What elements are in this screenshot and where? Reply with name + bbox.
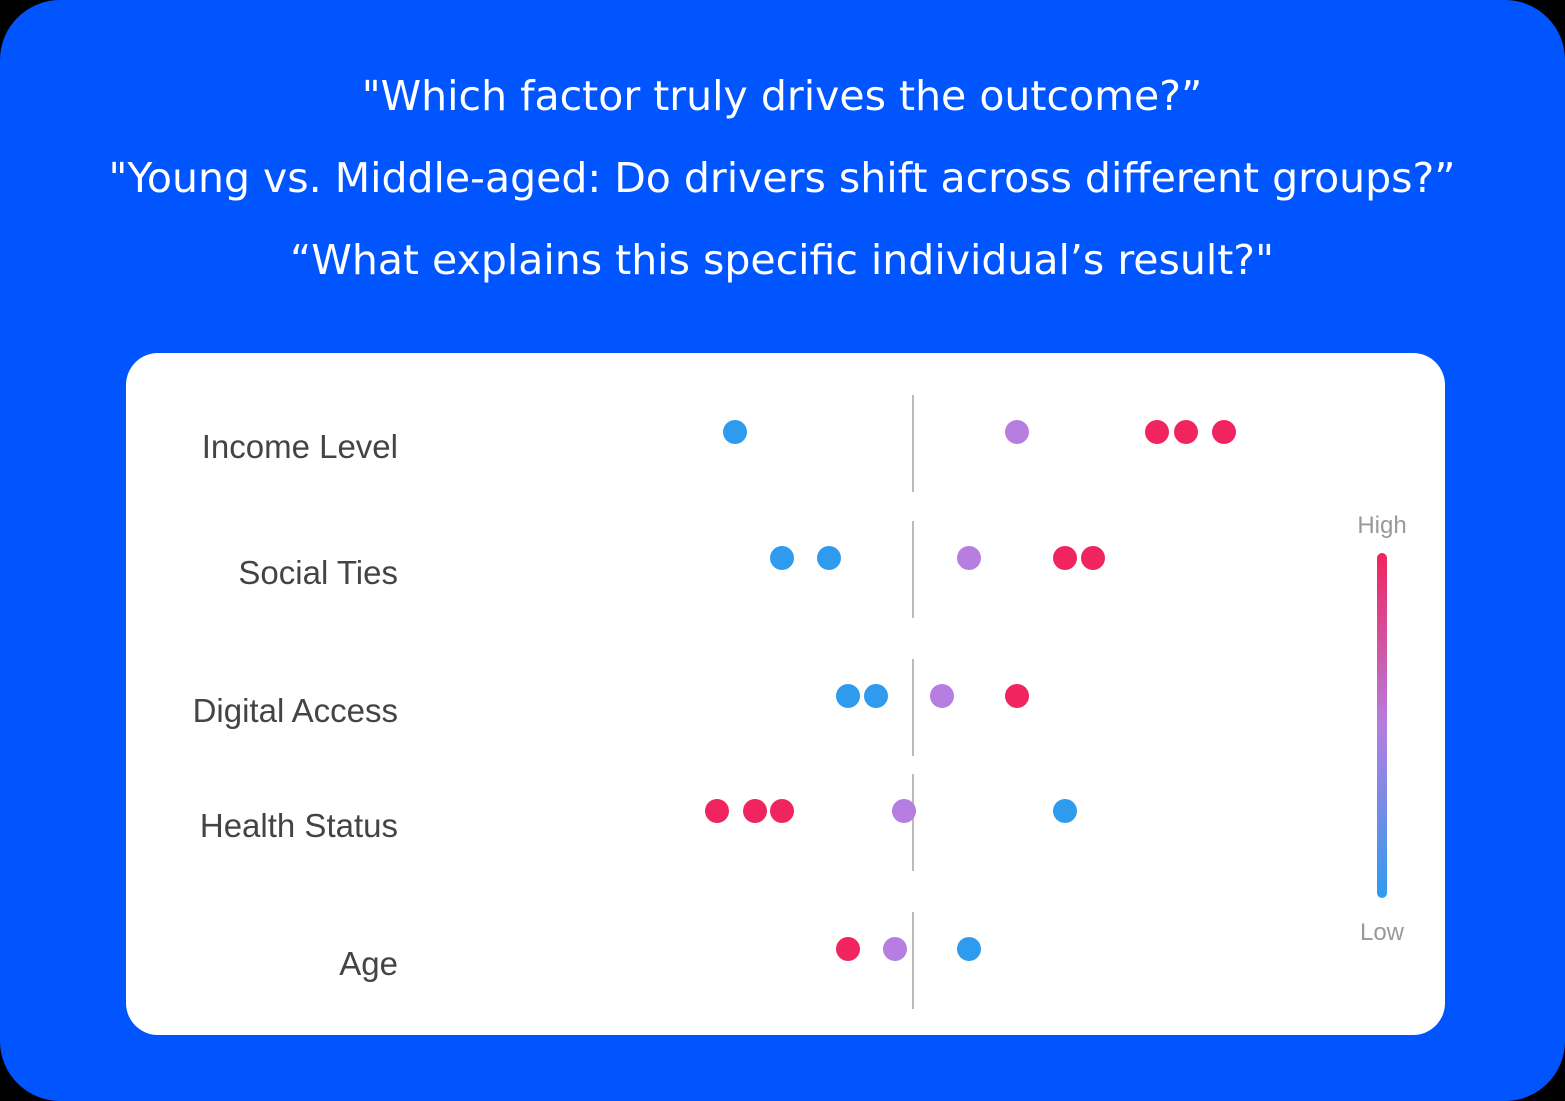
dot [1053, 799, 1077, 823]
colorbar-high-label: High [1357, 512, 1406, 539]
row-label: Health Status [200, 807, 398, 844]
dot [817, 546, 841, 570]
dot [836, 684, 860, 708]
dot [957, 546, 981, 570]
dot [930, 684, 954, 708]
dot [770, 546, 794, 570]
dot [743, 799, 767, 823]
chart-card [126, 353, 1445, 1035]
row-label: Income Level [202, 428, 398, 465]
dot [957, 937, 981, 961]
dot [1212, 420, 1236, 444]
headline: “What explains this specific individual’… [290, 236, 1274, 284]
dot [1174, 420, 1198, 444]
dot [836, 937, 860, 961]
dot [1145, 420, 1169, 444]
dot [770, 799, 794, 823]
headline: "Young vs. Middle-aged: Do drivers shift… [108, 154, 1455, 202]
row-label: Age [339, 945, 398, 982]
dot [1053, 546, 1077, 570]
headline: "Which factor truly drives the outcome?” [362, 72, 1203, 120]
dot [892, 799, 916, 823]
colorbar [1377, 553, 1387, 898]
dot [883, 937, 907, 961]
dot [1005, 420, 1029, 444]
dot [723, 420, 747, 444]
row-label: Social Ties [238, 554, 398, 591]
dot [1005, 684, 1029, 708]
colorbar-low-label: Low [1360, 919, 1405, 946]
dot [1081, 546, 1105, 570]
dot [705, 799, 729, 823]
dot [864, 684, 888, 708]
row-label: Digital Access [193, 692, 398, 729]
